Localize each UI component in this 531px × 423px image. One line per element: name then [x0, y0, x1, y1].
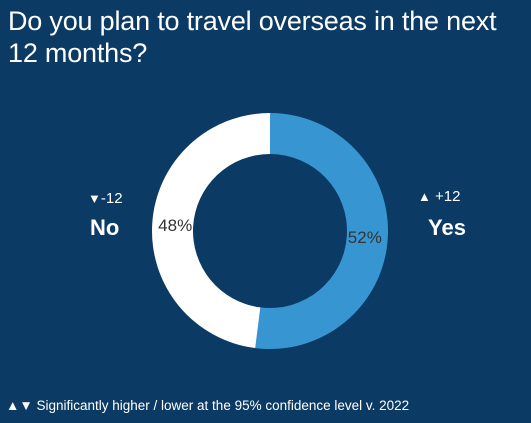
yes-change-value: +12	[435, 188, 461, 205]
donut-slice-no	[151, 113, 270, 349]
chart-title: Do you plan to travel overseas in the ne…	[8, 6, 497, 68]
yes-category-label: Yes	[428, 215, 466, 240]
down-triangle-icon: ▼	[88, 191, 101, 206]
no-change-value: -12	[100, 190, 123, 207]
up-triangle-icon: ▲	[418, 189, 431, 204]
no-change: ▼-12	[88, 190, 123, 208]
footnote: ▲▼ Significantly higher / lower at the 9…	[6, 398, 410, 413]
no-category-label: No	[90, 215, 120, 240]
no-label-group: ▼-12 No	[88, 190, 123, 241]
value-label-yes: 52%	[348, 228, 382, 247]
yes-label-group: ▲ +12 Yes	[418, 188, 466, 241]
donut-slice-yes	[255, 113, 388, 349]
yes-change: ▲ +12	[418, 188, 466, 206]
value-label-no: 48%	[158, 216, 192, 235]
